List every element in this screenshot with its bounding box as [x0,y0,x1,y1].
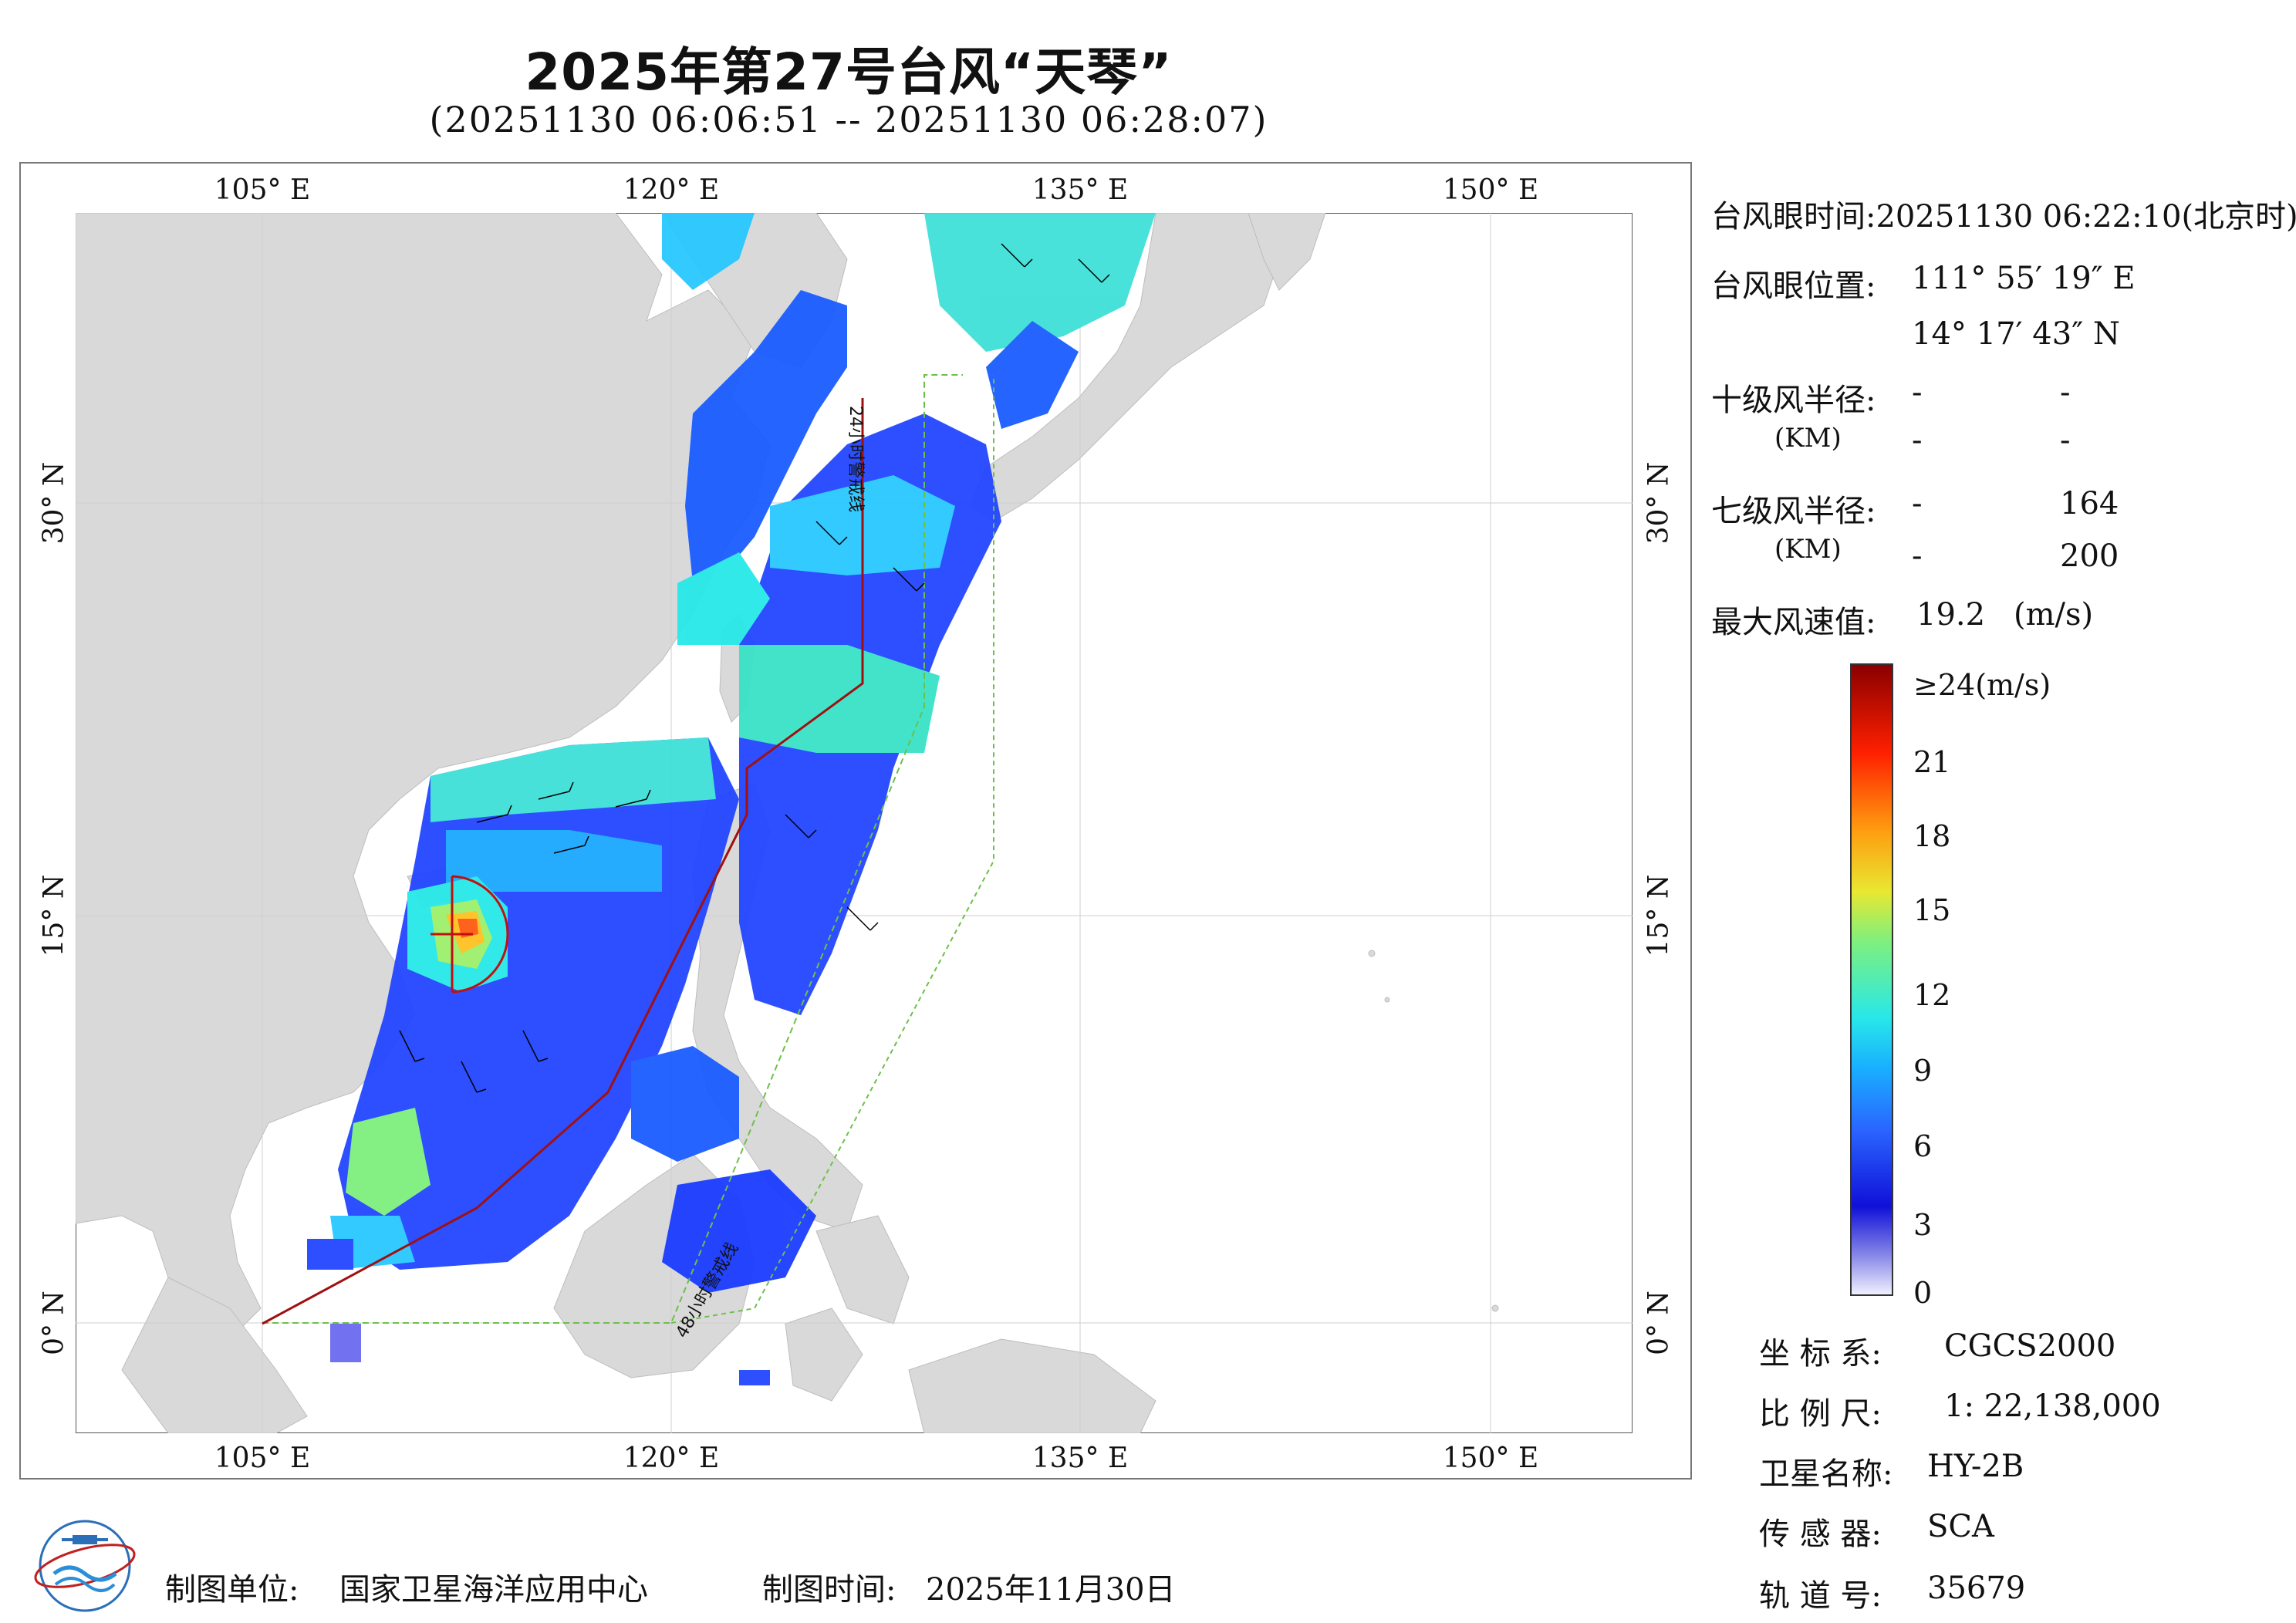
colorbar-label-24: ≥24(m/s) [1913,668,2051,702]
lon-tick-top-120: 120° E [623,174,720,206]
r10-value-1: - [1912,375,1923,410]
eye-lat-value: 14° 17′ 43″ N [1912,316,2120,352]
unit-value: 国家卫星海洋应用中心 [339,1572,648,1608]
wind-barbs [399,243,1110,1093]
colorbar-label-12: 12 [1913,978,1951,1012]
eye-pos-label: 台风眼位置: [1711,268,1876,304]
r7-value-2: 164 [2060,486,2119,521]
colorbar-label-18: 18 [1913,819,1951,853]
r10-unit: (KM) [1774,423,1842,454]
lat-tick-left-15: 15° N [38,874,70,957]
r7-value-1: - [1912,486,1923,521]
eye-time-value: 20251130 06:22:10(北京时) [1876,199,2296,235]
time-range-subtitle: (20251130 06:06:51 -- 20251130 06:28:07) [429,99,1268,140]
scale-label: 比 例 尺: [1759,1396,1882,1432]
lon-tick-bottom-135: 135° E [1032,1442,1129,1474]
r7-label: 七级风半径: [1711,494,1876,529]
sensor-label: 传 感 器: [1759,1517,1882,1552]
max-wind-unit: (m/s) [2014,597,2094,633]
eye-lon-value: 111° 55′ 19″ E [1912,261,2136,296]
r7-value-3: - [1912,538,1923,574]
colorbar-label-9: 9 [1913,1054,1933,1088]
r10-value-2: - [2060,375,2071,410]
nsoas-logo-icon [34,1520,136,1612]
land-masses [76,213,1499,1433]
unit-label: 制图单位: [165,1572,299,1608]
r7-unit: (KM) [1774,534,1842,565]
lon-tick-bottom-105: 105° E [214,1442,311,1474]
lat-tick-right-15: 15° N [1643,874,1675,957]
satellite-label: 卫星名称: [1759,1456,1893,1492]
map-time-value: 2025年11月30日 [926,1572,1176,1608]
lon-tick-bottom-150: 150° E [1442,1442,1539,1474]
lon-tick-top-135: 135° E [1032,174,1129,206]
lon-tick-top-105: 105° E [214,174,311,206]
sensor-value: SCA [1927,1509,1994,1544]
r10-label: 十级风半径: [1711,383,1876,418]
r7-value-4: 200 [2060,538,2119,574]
lon-tick-bottom-120: 120° E [623,1442,720,1474]
colorbar-label-3: 3 [1913,1208,1933,1242]
lat-tick-right-0: 0° N [1643,1291,1675,1355]
lat-tick-right-30: 30° N [1643,461,1675,545]
label-24h-line: 24小时警戒线 [846,406,865,512]
satellite-value: HY-2B [1927,1449,2024,1484]
warning-line-48h [262,374,963,1324]
orbit-label: 轨 道 号: [1759,1578,1882,1614]
typhoon-eye-marker [430,875,509,994]
warning-line-24h [262,398,864,1325]
crs-value: CGCS2000 [1944,1328,2116,1364]
colorbar-label-0: 0 [1913,1276,1933,1310]
lon-tick-top-150: 150° E [1442,174,1539,206]
colorbar-label-6: 6 [1913,1129,1933,1163]
r10-value-4: - [2060,423,2071,458]
r10-value-3: - [1912,423,1923,458]
map-time-label: 制图时间: [762,1572,896,1608]
colorbar-label-15: 15 [1913,893,1951,927]
max-wind-label: 最大风速值: [1711,605,1876,640]
scale-value: 1: 22,138,000 [1944,1388,2161,1424]
orbit-value: 35679 [1927,1571,2026,1606]
map-frame [19,162,1692,1480]
eye-time-label: 台风眼时间: [1711,199,1876,235]
wind-field-map: 24小时警戒线 48小时警戒线 [76,213,1633,1433]
max-wind-value: 19.2 [1916,597,1986,633]
lat-tick-left-0: 0° N [38,1291,70,1355]
colorbar-label-21: 21 [1913,745,1951,779]
wind-speed-colorbar [1850,663,1893,1296]
lat-tick-left-30: 30° N [38,461,70,545]
page-title: 2025年第27号台风“天琴” [525,42,1173,102]
wind-swath [307,213,1156,1385]
crs-label: 坐 标 系: [1759,1336,1882,1372]
